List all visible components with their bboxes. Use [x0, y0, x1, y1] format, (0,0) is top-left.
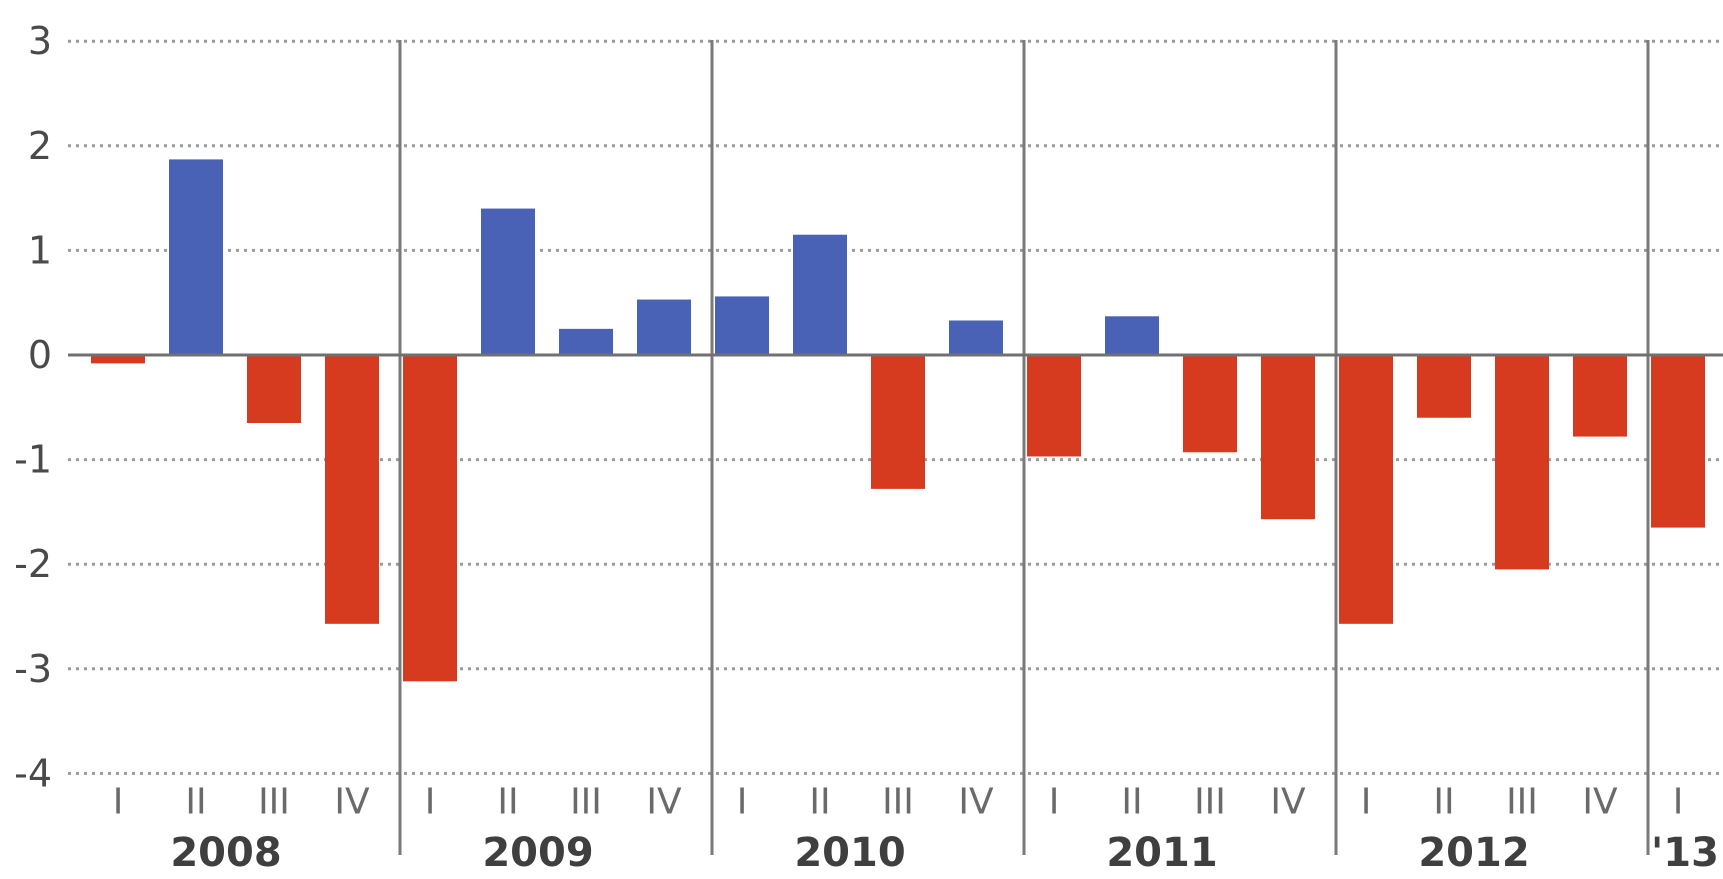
quarter-tick-label: IV [1582, 781, 1618, 822]
quarter-tick-label: III [1506, 781, 1538, 822]
bar [1651, 355, 1705, 528]
quarter-tick-label: IV [646, 781, 682, 822]
bar [1027, 355, 1081, 457]
bar [1417, 355, 1471, 418]
y-tick-label: 2 [28, 124, 52, 168]
bar [637, 299, 691, 355]
year-label: '13 [1651, 830, 1719, 876]
quarter-ticks: I II III IV I II III IV I II III IV I II III IV I II III IV… [113, 781, 1684, 822]
y-tick-label: 3 [28, 19, 52, 63]
bar [1261, 355, 1315, 520]
year-label: 2009 [482, 830, 593, 876]
quarter-tick-label: I [425, 781, 436, 822]
quarter-tick-label: III [570, 781, 602, 822]
year-label: 2008 [170, 830, 281, 876]
quarter-tick-label: I [1361, 781, 1372, 822]
quarter-tick-label: I [1673, 781, 1684, 822]
y-tick-label: -1 [14, 438, 52, 482]
quarter-tick-label: II [1433, 781, 1454, 822]
quarter-tick-label: I [737, 781, 748, 822]
bar [247, 355, 301, 423]
bar [793, 234, 847, 355]
y-tick-label: -3 [14, 647, 52, 691]
bar [169, 159, 223, 355]
bar [481, 208, 535, 355]
quarter-tick-label: II [1121, 781, 1142, 822]
bar [559, 328, 613, 355]
y-axis-ticks: 3 2 1 0 -1 -2 -3 -4 [14, 19, 52, 795]
bar [715, 296, 769, 355]
quarter-tick-label: IV [1270, 781, 1306, 822]
bar [1573, 355, 1627, 437]
y-tick-label: -4 [14, 751, 52, 795]
bar [1183, 355, 1237, 453]
bar [1339, 355, 1393, 624]
year-label: 2010 [794, 830, 905, 876]
quarter-tick-label: I [113, 781, 124, 822]
bar [91, 355, 145, 364]
quarter-tick-label: III [258, 781, 290, 822]
quarter-tick-label: III [882, 781, 914, 822]
year-label: 2012 [1418, 830, 1529, 876]
year-labels: 2008 2009 2010 2011 2012 '13 [170, 830, 1719, 876]
quarter-tick-label: III [1194, 781, 1226, 822]
quarter-tick-label: IV [958, 781, 994, 822]
quarter-tick-label: II [185, 781, 206, 822]
bar [1105, 316, 1159, 355]
bars [91, 159, 1705, 682]
y-tick-label: -2 [14, 542, 52, 586]
bar [949, 320, 1003, 355]
quarter-tick-label: I [1049, 781, 1060, 822]
bar [1495, 355, 1549, 570]
quarter-tick-label: IV [334, 781, 370, 822]
quarter-tick-label: II [497, 781, 518, 822]
bar [325, 355, 379, 624]
quarter-tick-label: II [809, 781, 830, 822]
y-tick-label: 1 [28, 228, 52, 272]
year-label: 2011 [1106, 830, 1217, 876]
year-separators [398, 40, 1650, 855]
y-tick-label: 0 [28, 333, 52, 377]
bar [871, 355, 925, 489]
bar [403, 355, 457, 682]
